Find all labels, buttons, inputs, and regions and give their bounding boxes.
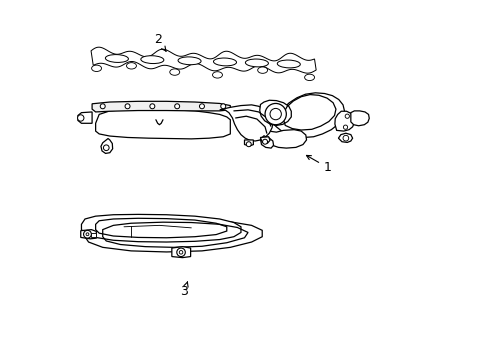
Circle shape [86,233,89,236]
Ellipse shape [277,60,300,68]
Circle shape [83,230,91,238]
Polygon shape [171,247,190,258]
Ellipse shape [126,63,136,69]
Circle shape [343,135,348,141]
Polygon shape [334,111,354,131]
Polygon shape [260,137,269,143]
Bar [90,233,96,238]
Circle shape [246,142,251,147]
Polygon shape [81,230,96,239]
Ellipse shape [304,74,314,81]
Polygon shape [91,47,316,73]
Circle shape [264,103,286,125]
Polygon shape [92,101,230,112]
Text: 2: 2 [153,33,166,51]
Ellipse shape [91,65,102,72]
Circle shape [78,115,84,121]
Ellipse shape [105,55,128,62]
Polygon shape [78,112,92,123]
Circle shape [125,104,130,109]
Polygon shape [260,136,273,148]
Polygon shape [259,100,291,125]
Polygon shape [272,93,344,138]
Polygon shape [81,215,241,242]
Circle shape [179,251,183,254]
Polygon shape [96,109,230,139]
Circle shape [100,104,105,109]
Ellipse shape [213,58,236,66]
Ellipse shape [212,72,222,78]
Circle shape [177,248,185,257]
Circle shape [220,104,225,109]
Ellipse shape [245,59,268,67]
Circle shape [343,125,347,129]
Polygon shape [101,139,112,153]
Circle shape [174,104,179,109]
Polygon shape [219,105,272,141]
Circle shape [262,139,267,144]
Polygon shape [350,111,368,126]
Ellipse shape [178,57,201,65]
Polygon shape [85,219,262,252]
Circle shape [269,108,281,120]
Circle shape [149,104,155,109]
Polygon shape [338,133,352,143]
Text: 3: 3 [180,282,188,298]
Ellipse shape [257,67,267,73]
Ellipse shape [141,56,163,64]
Circle shape [199,104,204,109]
Ellipse shape [169,69,179,75]
Circle shape [103,145,109,150]
Text: 1: 1 [306,156,331,174]
Polygon shape [265,130,306,148]
Circle shape [345,114,349,118]
Polygon shape [244,140,253,146]
